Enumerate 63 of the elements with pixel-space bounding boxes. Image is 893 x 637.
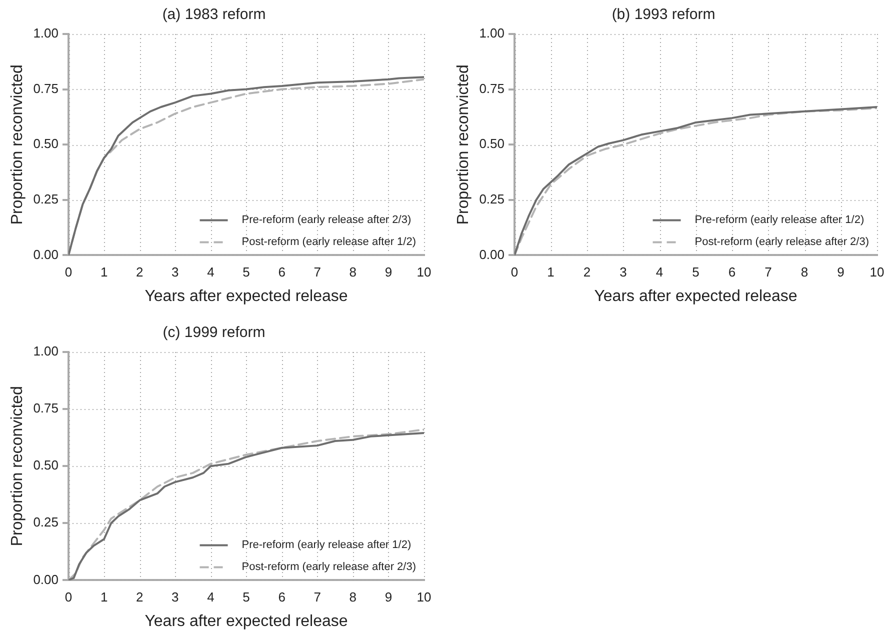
x-tick-label: 9 bbox=[837, 264, 844, 280]
x-tick-label: 8 bbox=[349, 590, 357, 605]
y-tick-label: 1.00 bbox=[479, 26, 504, 41]
x-axis-title: Years after expected release bbox=[594, 288, 798, 305]
y-tick-label: 0.25 bbox=[479, 191, 504, 206]
chart-title: (b) 1993 reform bbox=[612, 6, 716, 24]
x-tick-label: 10 bbox=[416, 264, 432, 280]
y-tick-label: 0.25 bbox=[33, 514, 58, 530]
x-tick-label: 5 bbox=[242, 590, 250, 605]
chart-title: (c) 1999 reform bbox=[162, 324, 266, 342]
x-tick-label: 2 bbox=[136, 264, 144, 280]
y-tick-label: 0.00 bbox=[33, 572, 58, 587]
y-tick-label: 0.00 bbox=[479, 246, 504, 262]
y-axis-title: Proportion reconvicted bbox=[9, 386, 26, 546]
x-tick-label: 3 bbox=[620, 264, 627, 280]
x-tick-label: 7 bbox=[314, 590, 321, 605]
x-tick-label: 10 bbox=[416, 590, 432, 605]
x-tick-label: 0 bbox=[510, 264, 518, 280]
x-tick-label: 3 bbox=[172, 590, 179, 605]
x-tick-label: 9 bbox=[384, 590, 392, 605]
x-tick-label: 9 bbox=[384, 264, 392, 280]
x-tick-label: 4 bbox=[656, 264, 664, 280]
x-tick-label: 6 bbox=[278, 590, 286, 605]
y-tick-label: 0.50 bbox=[33, 136, 58, 152]
y-tick-label: 0.25 bbox=[33, 191, 58, 206]
legend-label: Post-reform (early release after 2/3) bbox=[694, 236, 870, 248]
x-tick-label: 1 bbox=[100, 590, 108, 605]
legend-label: Pre-reform (early release after 1/2) bbox=[694, 214, 864, 226]
y-tick-label: 1.00 bbox=[33, 344, 58, 359]
x-tick-label: 7 bbox=[764, 264, 772, 280]
y-tick-label: 1.00 bbox=[33, 26, 58, 41]
legend-label: Post-reform (early release after 1/2) bbox=[242, 236, 416, 248]
x-axis-title: Years after expected release bbox=[144, 612, 348, 630]
x-tick-label: 10 bbox=[870, 264, 884, 280]
x-tick-label: 6 bbox=[278, 264, 286, 280]
y-tick-label: 0.75 bbox=[33, 400, 58, 416]
x-tick-label: 2 bbox=[583, 264, 591, 280]
y-tick-label: 0.75 bbox=[33, 80, 58, 96]
x-tick-label: 3 bbox=[172, 264, 179, 280]
legend-label: Pre-reform (early release after 1/2) bbox=[242, 539, 412, 552]
y-tick-label: 0.00 bbox=[33, 246, 58, 262]
x-tick-label: 0 bbox=[64, 264, 72, 280]
y-axis-title: Proportion reconvicted bbox=[9, 64, 26, 225]
x-tick-label: 4 bbox=[207, 590, 214, 605]
chart-title: (a) 1983 reform bbox=[162, 6, 266, 24]
x-tick-label: 0 bbox=[64, 590, 72, 605]
y-tick-label: 0.75 bbox=[479, 80, 504, 96]
legend-label: Post-reform (early release after 2/3) bbox=[242, 561, 416, 574]
x-tick-label: 5 bbox=[242, 264, 250, 280]
x-tick-label: 5 bbox=[692, 264, 700, 280]
x-tick-label: 7 bbox=[314, 264, 321, 280]
x-tick-label: 8 bbox=[349, 264, 357, 280]
y-tick-label: 0.50 bbox=[33, 458, 58, 473]
x-tick-label: 1 bbox=[547, 264, 554, 280]
y-tick-label: 0.50 bbox=[479, 136, 504, 152]
x-axis-title: Years after expected release bbox=[144, 288, 348, 305]
x-tick-label: 8 bbox=[800, 264, 808, 280]
x-tick-label: 2 bbox=[136, 590, 144, 605]
y-axis-title: Proportion reconvicted bbox=[455, 64, 472, 225]
x-tick-label: 6 bbox=[728, 264, 736, 280]
x-tick-label: 4 bbox=[207, 264, 214, 280]
legend-label: Pre-reform (early release after 2/3) bbox=[242, 214, 412, 226]
x-tick-label: 1 bbox=[100, 264, 108, 280]
